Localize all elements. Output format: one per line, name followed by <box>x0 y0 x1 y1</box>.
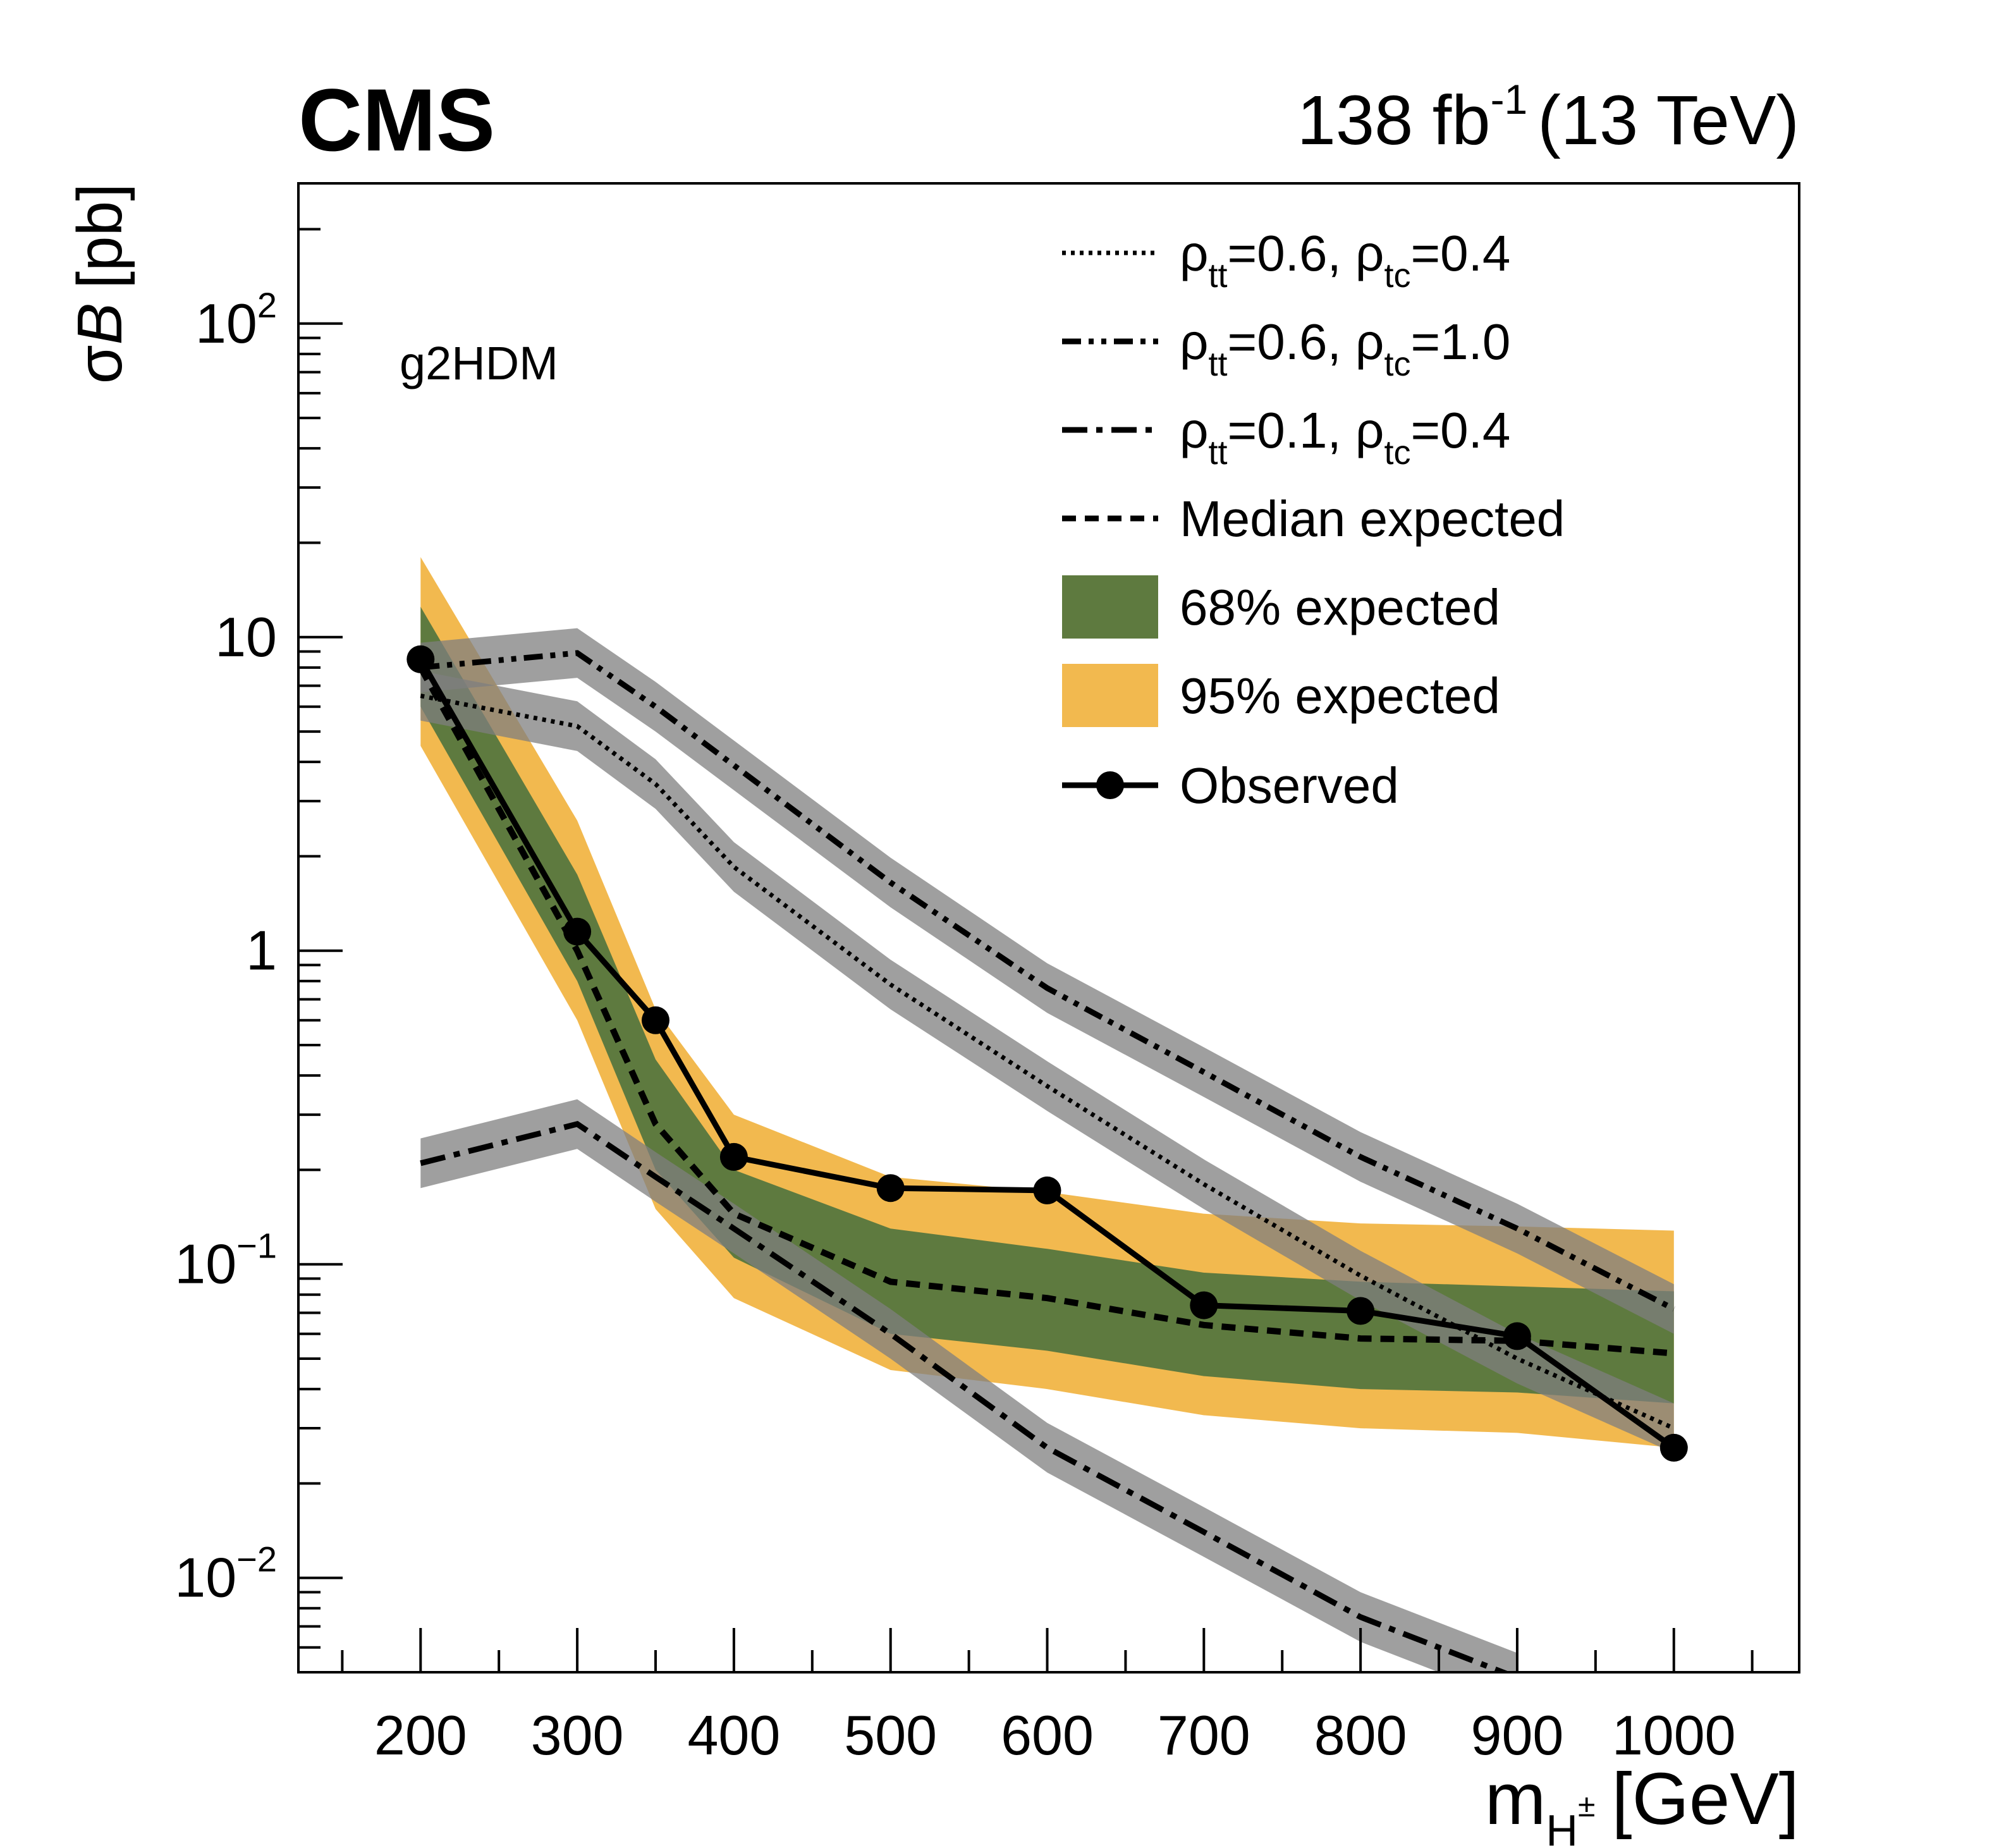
lumi-value: 138 fb <box>1297 82 1491 159</box>
y-axis-title-unit: [pb] <box>64 183 135 289</box>
legend: ρtt=0.6, ρtc=0.4 ρtt=0.6, ρtc=1.0 ρtt=0.1,… <box>1062 225 1565 814</box>
observed-point <box>1347 1297 1375 1325</box>
theory-curves <box>420 628 1675 1672</box>
y-axis-title-sigma: σ <box>64 345 135 384</box>
legend-label-band68: 68% expected <box>1180 579 1500 635</box>
x-axis-title: mH± [GeV] <box>1485 1758 1799 1848</box>
model-label: g2HDM <box>400 337 558 389</box>
x-axis-title-unit: [GeV] <box>1611 1758 1799 1840</box>
lumi-energy: (13 TeV) <box>1537 82 1799 159</box>
y-tick-label: 10−1 <box>174 1226 277 1295</box>
observed-layer <box>406 645 1688 1462</box>
y-tick-label: 10 <box>215 606 277 668</box>
median-expected-layer <box>417 666 1675 1357</box>
median-expected-line <box>417 666 1675 1357</box>
y-tick-label: 1 <box>246 919 277 982</box>
x-tick-label: 400 <box>687 1704 780 1766</box>
x-tick-label: 300 <box>531 1704 624 1766</box>
legend-swatch-marker <box>1096 771 1124 799</box>
legend-label-band95: 95% expected <box>1180 668 1500 724</box>
x-tick-label: 900 <box>1471 1704 1564 1766</box>
plot-frame <box>297 182 1800 1674</box>
legend-label-rho2: ρtt=0.6, ρtc=1.0 <box>1180 314 1510 383</box>
observed-point <box>563 917 592 946</box>
observed-point <box>719 1142 748 1171</box>
observed-point <box>1503 1322 1531 1350</box>
theory-band-1 <box>420 671 1674 1453</box>
lumi-label: 138 fb-1 (13 TeV) <box>1297 76 1799 159</box>
legend-entry-observed: Observed <box>1062 757 1399 814</box>
observed-point <box>1190 1291 1218 1319</box>
y-axis-title-b: B <box>64 303 135 345</box>
observed-point <box>406 645 435 673</box>
legend-label-rho3: ρtt=0.1, ρtc=0.4 <box>1180 402 1510 472</box>
experiment-label: CMS <box>298 70 495 169</box>
legend-label-rho1: ρtt=0.6, ρtc=0.4 <box>1180 225 1510 295</box>
x-tick-label: 500 <box>844 1704 937 1766</box>
legend-entry-median: Median expected <box>1062 491 1565 547</box>
x-axis-title-sup: ± <box>1578 1788 1595 1823</box>
observed-point <box>1659 1433 1688 1462</box>
x-tick-label: 200 <box>374 1704 467 1766</box>
observed-point <box>1033 1176 1061 1204</box>
legend-entry-rho1: ρtt=0.6, ρtc=0.4 <box>1062 225 1510 295</box>
observed-point <box>876 1174 905 1202</box>
y-tick-label: 102 <box>195 285 277 355</box>
observed-point <box>642 1006 669 1034</box>
y-axis-title: σB [pb] <box>64 183 135 384</box>
x-tick-label: 800 <box>1314 1704 1407 1766</box>
legend-entry-band68: 68% expected <box>1062 575 1500 639</box>
legend-entry-rho2: ρtt=0.6, ρtc=1.0 <box>1062 314 1510 383</box>
theory-line-2 <box>420 650 1675 1312</box>
x-axis-title-sub: H <box>1546 1806 1578 1848</box>
legend-label-median: Median expected <box>1180 491 1565 547</box>
legend-entry-rho3: ρtt=0.1, ρtc=0.4 <box>1062 402 1510 472</box>
axes: 200 300 400 500 600 700 800 900 1000 10−2 10−1 1 10 1… <box>174 228 1754 1766</box>
x-tick-label: 1000 <box>1612 1704 1736 1766</box>
legend-entry-band95: 95% expected <box>1062 664 1500 727</box>
x-axis-title-main: m <box>1485 1758 1546 1840</box>
x-tick-label: 700 <box>1158 1704 1250 1766</box>
theory-band-3 <box>420 1099 1517 1672</box>
y-tick-label: 10−2 <box>174 1539 277 1609</box>
x-tick-label: 600 <box>1001 1704 1094 1766</box>
legend-swatch-band68 <box>1062 575 1158 639</box>
legend-label-observed: Observed <box>1180 757 1399 814</box>
observed-line <box>418 658 1676 1450</box>
legend-swatch-band95 <box>1062 664 1158 727</box>
lumi-exponent: -1 <box>1491 76 1528 123</box>
